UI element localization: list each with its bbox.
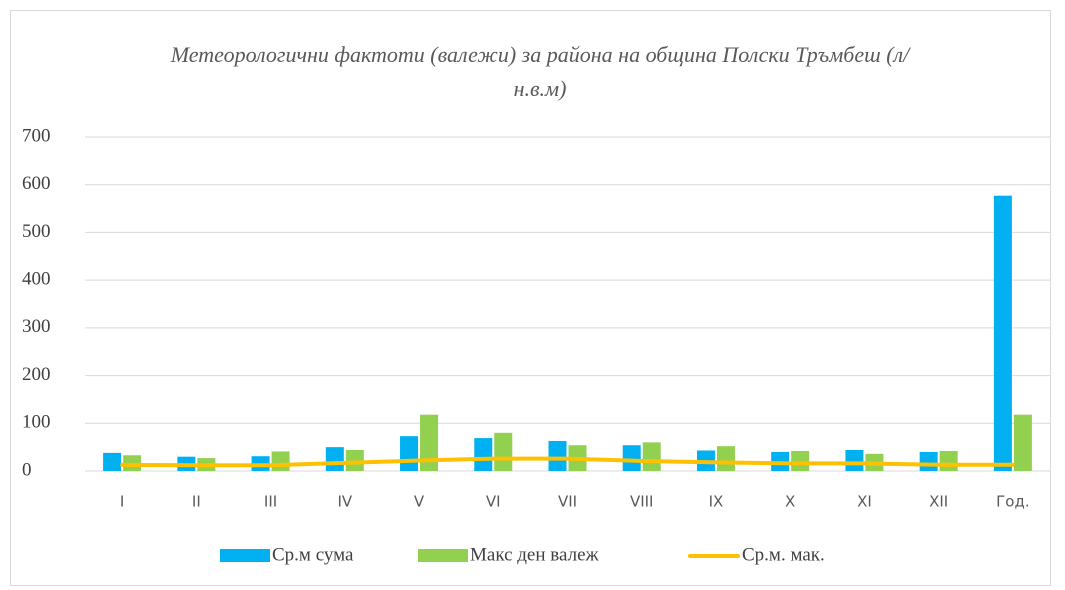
y-tick-label: 400 bbox=[22, 269, 51, 290]
y-tick-label: 600 bbox=[22, 173, 51, 194]
bar bbox=[400, 436, 419, 471]
bar bbox=[1013, 414, 1032, 471]
bar bbox=[325, 447, 344, 471]
x-tick-label: XII bbox=[929, 493, 948, 511]
bar bbox=[993, 195, 1012, 471]
bar bbox=[103, 452, 122, 471]
bar bbox=[791, 450, 810, 471]
y-tick-label: 100 bbox=[22, 412, 51, 433]
bar bbox=[474, 438, 493, 471]
chart-border bbox=[10, 10, 1051, 586]
x-tick-label: VII bbox=[558, 493, 577, 511]
y-tick-label: 500 bbox=[22, 221, 51, 242]
legend-label: Макс ден валеж bbox=[470, 544, 600, 565]
bar bbox=[548, 440, 567, 471]
bar bbox=[622, 445, 641, 471]
x-tick-label: II bbox=[192, 493, 201, 511]
x-tick-label: VIII bbox=[630, 493, 654, 511]
x-tick-label: III bbox=[264, 493, 277, 511]
bar bbox=[939, 450, 958, 471]
bar bbox=[494, 432, 513, 471]
bar bbox=[919, 451, 938, 471]
legend-swatch bbox=[220, 549, 270, 562]
x-tick-label: VI bbox=[486, 493, 501, 511]
x-tick-label: IV bbox=[337, 493, 352, 511]
y-tick-label: 700 bbox=[22, 125, 51, 146]
y-tick-label: 0 bbox=[22, 459, 32, 480]
x-tick-label: IX bbox=[709, 493, 724, 511]
bar bbox=[845, 450, 864, 471]
bar bbox=[420, 414, 439, 471]
bar bbox=[642, 442, 661, 471]
line bbox=[120, 456, 1015, 468]
legend-label: Ср.м. мак. bbox=[742, 544, 825, 565]
x-tick-label: V bbox=[414, 493, 425, 511]
x-tick-label: Год. bbox=[996, 493, 1029, 511]
bar bbox=[271, 451, 290, 471]
y-tick-label: 200 bbox=[22, 364, 51, 385]
legend-swatch bbox=[418, 549, 468, 562]
bar bbox=[716, 446, 735, 471]
bar bbox=[345, 450, 364, 471]
x-tick-label: I bbox=[120, 493, 124, 511]
x-tick-label: X bbox=[785, 493, 795, 511]
x-tick-label: XI bbox=[857, 493, 872, 511]
y-tick-label: 300 bbox=[22, 316, 51, 337]
chart-title: Метеорологични фактоти (валежи) за район… bbox=[170, 42, 910, 101]
legend-label: Ср.м сума bbox=[272, 544, 354, 565]
